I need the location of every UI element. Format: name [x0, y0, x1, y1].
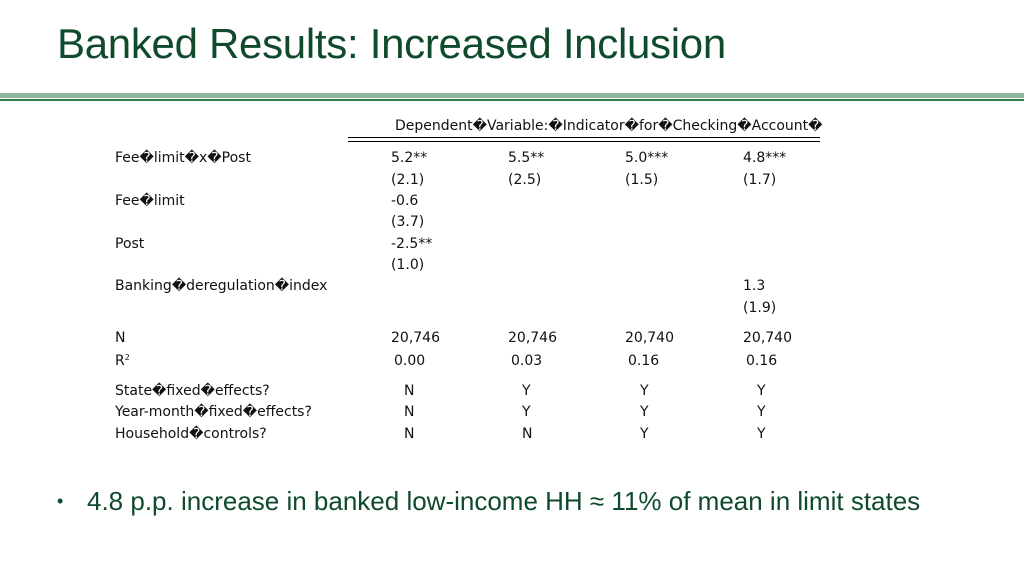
- control-cell: Y: [640, 383, 649, 399]
- control-cell: N: [404, 383, 415, 399]
- coef-cell: 1.3: [743, 278, 766, 294]
- control-cell: Y: [757, 404, 766, 420]
- coef-cell: 5.5**: [508, 150, 545, 166]
- control-cell: N: [522, 426, 533, 442]
- row-label-n: N: [115, 330, 126, 346]
- n-cell: 20,746: [508, 330, 557, 346]
- row-label-fee-limit: Fee�limit: [115, 193, 185, 209]
- title-divider-thin: [0, 99, 1024, 101]
- control-cell: N: [404, 426, 415, 442]
- bullet-item: • 4.8 p.p. increase in banked low-income…: [57, 484, 957, 518]
- bullet-list: • 4.8 p.p. increase in banked low-income…: [57, 484, 957, 530]
- coef-cell: 5.2**: [391, 150, 428, 166]
- slide-title: Banked Results: Increased Inclusion: [57, 20, 726, 67]
- coef-cell: 4.8***: [743, 150, 787, 166]
- control-cell: N: [404, 404, 415, 420]
- row-label-state-fixed-effects: State�fixed�effects?: [115, 383, 270, 399]
- header-rule-top: [348, 137, 820, 138]
- control-cell: Y: [522, 404, 531, 420]
- coef-cell: -0.6: [391, 193, 419, 209]
- row-label-post: Post: [115, 236, 145, 252]
- row-label-fee-limit-x-post: Fee�limit�x�Post: [115, 150, 251, 166]
- bullet-text: 4.8 p.p. increase in banked low-income H…: [87, 486, 921, 516]
- control-cell: Y: [757, 426, 766, 442]
- control-cell: Y: [640, 426, 649, 442]
- n-cell: 20,740: [625, 330, 674, 346]
- r-squared-base: R: [115, 353, 125, 369]
- row-label-year-month-fixed-effects: Year-month�fixed�effects?: [115, 404, 312, 420]
- se-cell: (2.1): [391, 172, 425, 188]
- n-cell: 20,740: [743, 330, 792, 346]
- n-cell: 20,746: [391, 330, 440, 346]
- r2-cell: 0.16: [628, 353, 660, 369]
- coef-cell: 5.0***: [625, 150, 669, 166]
- header-rule-bottom: [348, 141, 820, 142]
- control-cell: Y: [640, 404, 649, 420]
- r2-cell: 0.03: [511, 353, 543, 369]
- r2-cell: 0.16: [746, 353, 778, 369]
- bullet-marker: •: [57, 491, 64, 511]
- r-squared-superscript: 2: [124, 353, 130, 362]
- dependent-variable-header: Dependent�Variable:�Indicator�for�Checki…: [395, 118, 823, 134]
- coef-cell: -2.5**: [391, 236, 433, 252]
- se-cell: (2.5): [508, 172, 542, 188]
- se-cell: (1.0): [391, 257, 425, 273]
- se-cell: (3.7): [391, 214, 425, 230]
- control-cell: Y: [522, 383, 531, 399]
- se-cell: (1.7): [743, 172, 777, 188]
- row-label-household-controls: Household�controls?: [115, 426, 267, 442]
- se-cell: (1.5): [625, 172, 659, 188]
- control-cell: Y: [757, 383, 766, 399]
- regression-table: Dependent�Variable:�Indicator�for�Checki…: [115, 118, 823, 442]
- row-label-r-squared: R2: [115, 353, 130, 369]
- se-cell: (1.9): [743, 300, 777, 316]
- title-divider-thick: [0, 93, 1024, 98]
- row-label-banking-deregulation-index: Banking�deregulation�index: [115, 278, 328, 294]
- r2-cell: 0.00: [394, 353, 426, 369]
